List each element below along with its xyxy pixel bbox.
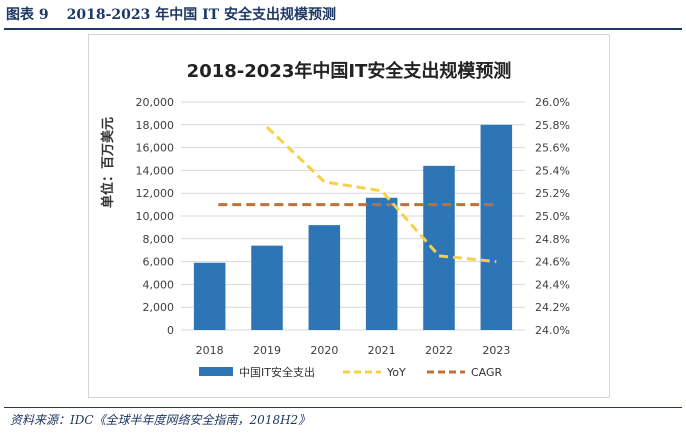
bar-2023 bbox=[480, 124, 513, 330]
y-tick-label: 6,000 bbox=[143, 256, 175, 269]
figure-caption: 图表 9 2018-2023 年中国 IT 安全支出规模预测 bbox=[6, 4, 680, 26]
y2-tick-label: 25.6% bbox=[535, 142, 570, 155]
x-tick-label: 2023 bbox=[482, 344, 510, 357]
y2-tick-label: 25.4% bbox=[535, 164, 570, 177]
y-tick-label: 4,000 bbox=[143, 278, 175, 291]
y2-tick-label: 24.0% bbox=[535, 324, 570, 337]
y-tick-label: 0 bbox=[167, 324, 174, 337]
bar-2020 bbox=[308, 225, 341, 330]
y2-tick-label: 25.0% bbox=[535, 210, 570, 223]
y2-tick-label: 24.2% bbox=[535, 301, 570, 314]
y-tick-label: 18,000 bbox=[136, 119, 175, 132]
y-tick-label: 2,000 bbox=[143, 301, 175, 314]
chart-frame: 2018-2023年中国IT安全支出规模预测 0 2,000 4,000 6,000 8,… bbox=[88, 34, 610, 398]
bar-2022 bbox=[423, 165, 455, 330]
x-tick-label: 2020 bbox=[310, 344, 338, 357]
caption-rule bbox=[4, 28, 682, 30]
y-tick-label: 12,000 bbox=[136, 187, 175, 200]
legend-label: CAGR bbox=[471, 366, 503, 379]
chart-svg: 2018-2023年中国IT安全支出规模预测 0 2,000 4,000 6,000 8,… bbox=[136, 60, 570, 379]
legend-label: YoY bbox=[386, 366, 406, 379]
legend-swatch-bar bbox=[199, 367, 233, 376]
y2-tick-label: 24.6% bbox=[535, 256, 570, 269]
source-rule bbox=[4, 407, 682, 408]
figure-label: 图表 9 bbox=[6, 7, 49, 23]
bar-2019 bbox=[251, 245, 283, 330]
y2-tick-label: 25.8% bbox=[535, 119, 570, 132]
y-tick-label: 8,000 bbox=[143, 233, 175, 246]
x-tick-label: 2022 bbox=[425, 344, 453, 357]
x-tick-label: 2019 bbox=[253, 344, 281, 357]
legend-label: 中国IT安全支出 bbox=[239, 365, 315, 379]
bar-2018 bbox=[193, 262, 226, 330]
figure-title: 2018-2023 年中国 IT 安全支出规模预测 bbox=[66, 7, 336, 23]
y-tick-label: 20,000 bbox=[136, 96, 175, 109]
x-tick-label: 2018 bbox=[196, 344, 224, 357]
y-axis-title: 单位：百万美元 bbox=[100, 116, 116, 208]
y-tick-label: 14,000 bbox=[136, 164, 175, 177]
y-tick-label: 10,000 bbox=[136, 210, 175, 223]
x-tick-label: 2021 bbox=[368, 344, 396, 357]
y2-tick-label: 24.8% bbox=[535, 233, 570, 246]
y2-tick-label: 24.4% bbox=[535, 278, 570, 291]
bar-2021 bbox=[365, 197, 398, 330]
y2-tick-label: 25.2% bbox=[535, 187, 570, 200]
y-tick-label: 16,000 bbox=[136, 142, 175, 155]
chart-title: 2018-2023年中国IT安全支出规模预测 bbox=[187, 60, 512, 82]
source-note: 资料来源：IDC《全球半年度网络安全指南，2018H2》 bbox=[10, 413, 311, 427]
y2-tick-label: 26.0% bbox=[535, 96, 570, 109]
yoy-line bbox=[265, 125, 497, 264]
